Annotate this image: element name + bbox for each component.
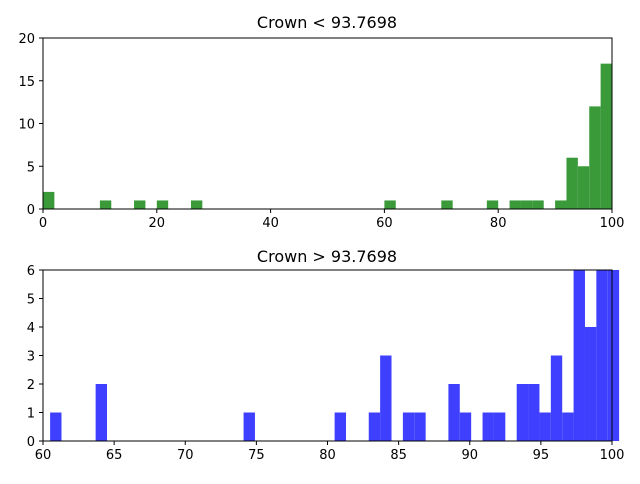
- histogram-bar: [493, 412, 506, 441]
- histogram-bar: [539, 412, 551, 441]
- histogram-bar: [448, 384, 460, 441]
- histogram-bar: [566, 157, 578, 209]
- x-tick-label: 100: [600, 216, 625, 231]
- histogram-bar: [43, 191, 55, 209]
- histogram-bar: [156, 200, 169, 209]
- histogram-bar: [95, 384, 108, 441]
- y-tick-label: 5: [27, 160, 35, 175]
- histogram-bar: [555, 200, 567, 209]
- y-tick-label: 0: [27, 203, 35, 218]
- x-tick-label: 60: [376, 216, 393, 231]
- histogram-bar: [562, 412, 574, 441]
- x-tick-label: 100: [600, 448, 625, 463]
- histogram-bar: [577, 166, 590, 209]
- histogram-bar: [584, 327, 597, 441]
- histogram-bar: [482, 412, 494, 441]
- histogram-bar: [550, 355, 563, 441]
- histogram-bar: [99, 200, 112, 209]
- x-tick-label: 80: [319, 448, 336, 463]
- x-tick-label: 40: [262, 216, 279, 231]
- y-tick-label: 0: [27, 435, 35, 450]
- histogram-bar: [190, 200, 203, 209]
- histogram-panel-low: Crown < 93.7698 0 20 40 60 80 100 0 5 10 15 20: [18, 13, 624, 231]
- histogram-bar: [384, 200, 396, 209]
- x-tick-label: 90: [461, 448, 478, 463]
- histogram-bar: [368, 412, 381, 441]
- chart-title: Crown < 93.7698: [257, 13, 397, 32]
- histogram-bar: [589, 106, 601, 209]
- chart-title: Crown > 93.7698: [257, 247, 397, 266]
- histogram-bar: [486, 200, 499, 209]
- histogram-bar: [134, 200, 146, 209]
- histogram-bar: [243, 412, 255, 441]
- histogram-bar: [520, 200, 533, 209]
- x-tick-label: 75: [248, 448, 265, 463]
- histogram-panel-high: Crown > 93.7698 60 65 70 75 80 85 90 95 10001234…: [27, 247, 625, 463]
- x-tick-label: 80: [490, 216, 507, 231]
- y-tick-label: 3: [27, 350, 35, 365]
- y-tick-label: 10: [18, 118, 35, 133]
- y-tick-label: 4: [27, 321, 35, 336]
- x-tick-label: 60: [35, 448, 52, 463]
- histogram-bar: [596, 270, 608, 441]
- histogram-bar: [380, 355, 392, 441]
- histogram-bar: [459, 412, 472, 441]
- x-tick-label: 65: [106, 448, 123, 463]
- x-tick-label: 70: [177, 448, 194, 463]
- histogram-bar: [334, 412, 346, 441]
- histogram-bar: [516, 384, 529, 441]
- x-tick-label: 85: [390, 448, 407, 463]
- histogram-bar: [402, 412, 415, 441]
- axes-frame: [42, 37, 613, 210]
- x-tick-label: 20: [149, 216, 166, 231]
- histogram-bar: [509, 200, 521, 209]
- histogram-bar: [532, 200, 544, 209]
- histogram-bar: [600, 63, 612, 210]
- y-tick-label: 1: [27, 407, 35, 422]
- histogram-bar: [441, 200, 453, 209]
- histogram-bar: [607, 270, 620, 441]
- histogram-bar: [50, 412, 62, 441]
- histogram-bar: [573, 270, 585, 441]
- x-tick-label: 0: [39, 216, 47, 231]
- y-tick-label: 5: [27, 293, 35, 308]
- histogram-bar: [528, 384, 540, 441]
- histogram-bar: [414, 412, 426, 441]
- x-tick-label: 95: [533, 448, 550, 463]
- y-tick-label: 20: [18, 32, 35, 47]
- y-tick-label: 15: [18, 75, 35, 90]
- y-tick-label: 6: [27, 264, 35, 279]
- y-tick-label: 2: [27, 378, 35, 393]
